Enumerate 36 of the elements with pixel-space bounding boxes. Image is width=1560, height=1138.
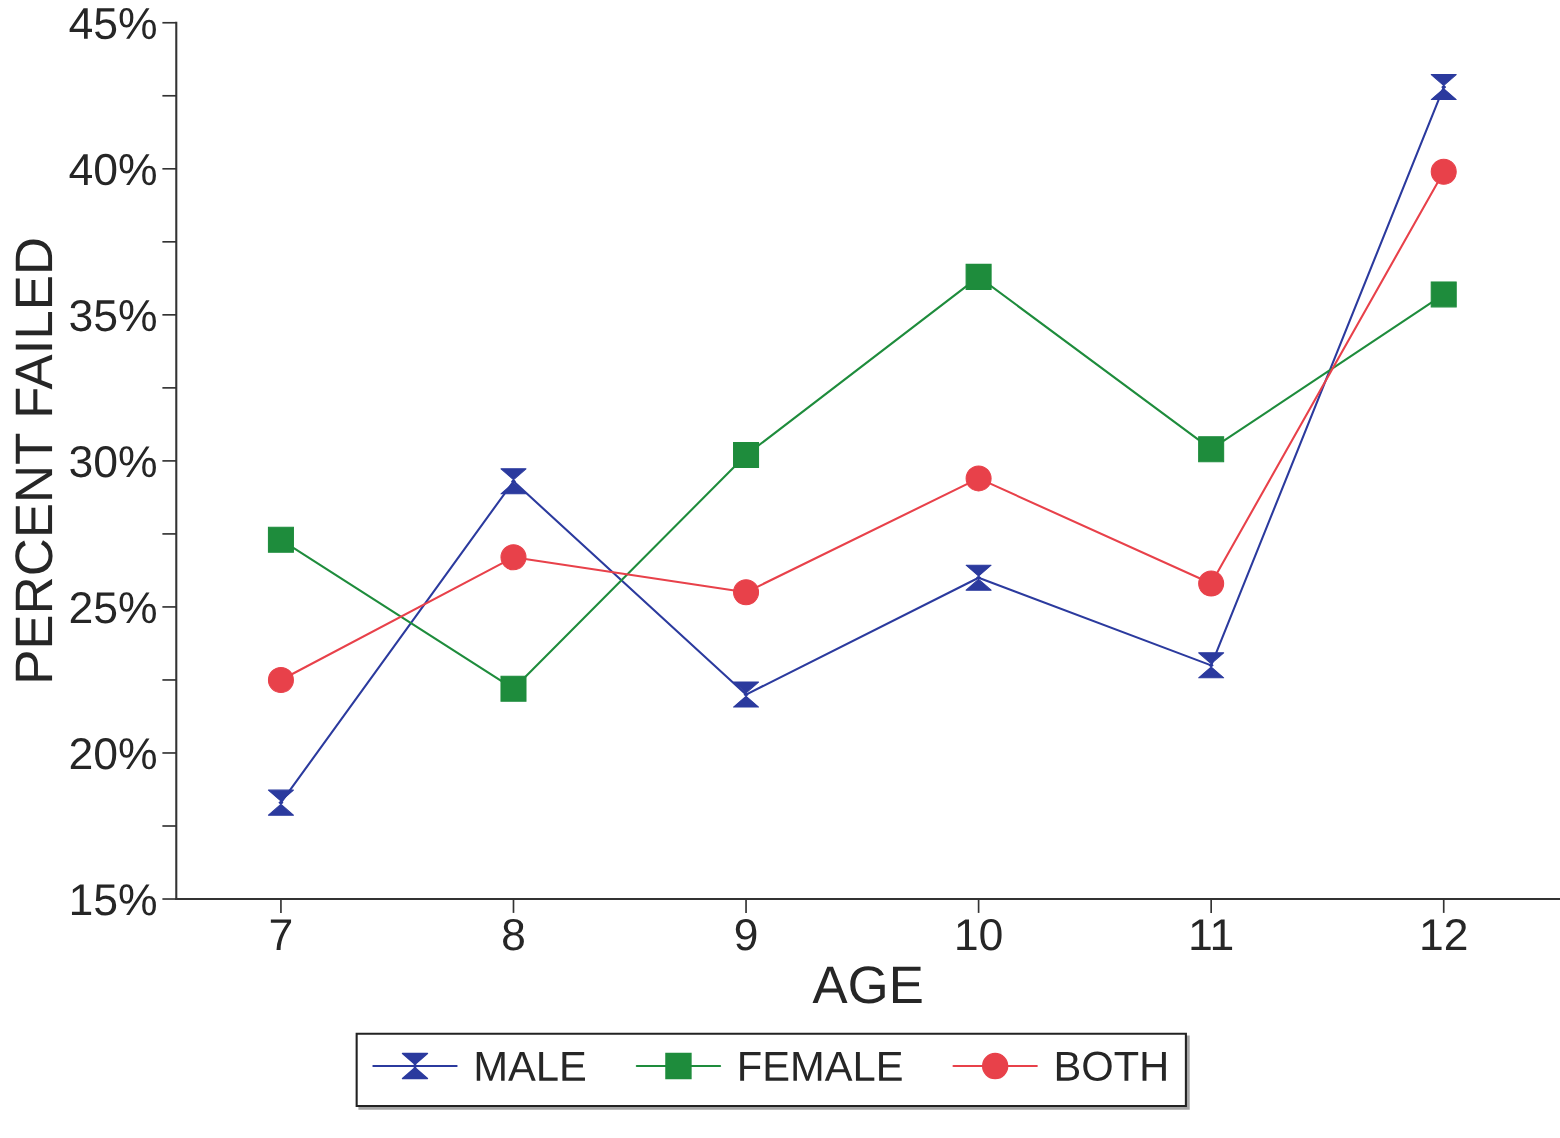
point: [733, 681, 760, 708]
point: [965, 564, 992, 591]
x-axis-title: AGE: [812, 966, 922, 1004]
y-tick-label: 40%: [69, 153, 156, 186]
point: [267, 526, 294, 553]
x-tick-label: 12: [1422, 918, 1467, 950]
point: [965, 465, 992, 492]
x-tick-label: 7: [270, 919, 292, 950]
point: [733, 579, 760, 606]
x-tick-label: 11: [1191, 919, 1233, 950]
point: [1198, 652, 1225, 679]
point: [500, 675, 527, 702]
x-tick-label: 8: [503, 918, 524, 951]
point: [1430, 158, 1457, 185]
legend-label: BOTH: [1056, 1051, 1166, 1082]
x-tick-label: 9: [735, 918, 757, 951]
y-tick-label: 45%: [69, 8, 156, 40]
y-axis-title: PERCENT FAILED: [15, 239, 53, 681]
point: [1430, 74, 1457, 101]
legend-label: FEMALE: [740, 1051, 902, 1081]
point: [267, 789, 294, 816]
point: [500, 544, 527, 571]
y-tick-label: 15%: [71, 884, 156, 916]
y-tick-label: 35%: [70, 299, 156, 332]
point: [733, 442, 760, 469]
point: [1198, 570, 1225, 597]
point: [1430, 281, 1457, 308]
point: [1198, 436, 1225, 463]
y-tick-label: 20%: [70, 738, 156, 770]
y-tick-label: 25%: [70, 592, 156, 624]
y-tick-label: 30%: [70, 445, 156, 478]
legend-label: MALE: [476, 1051, 585, 1081]
x-tick-label: 10: [957, 918, 1002, 951]
point: [500, 468, 527, 495]
point: [965, 263, 992, 290]
point: [267, 666, 294, 693]
